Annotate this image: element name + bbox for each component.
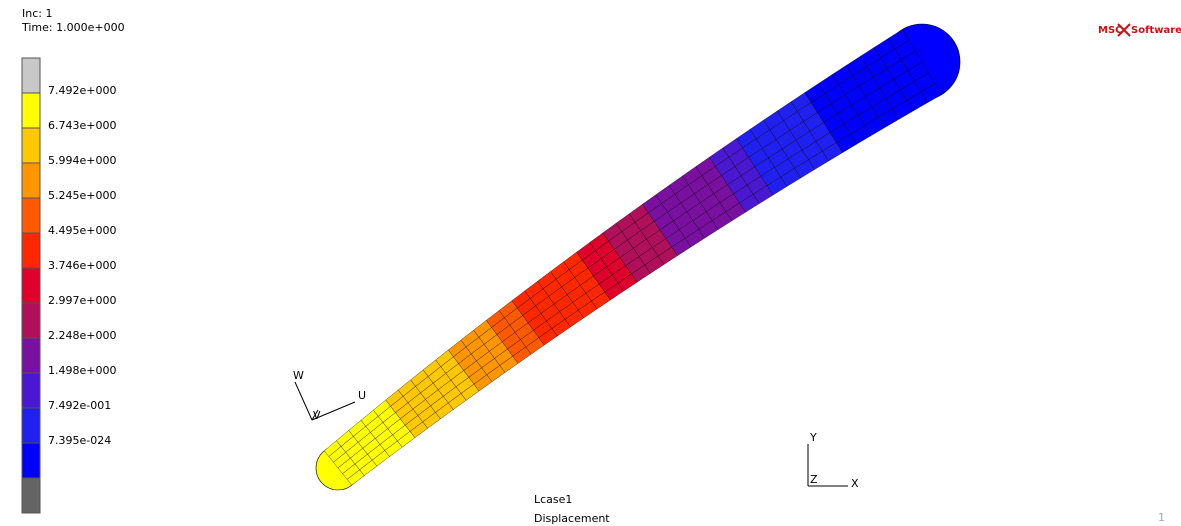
legend-swatch	[22, 198, 40, 233]
legend-swatch	[22, 373, 40, 408]
quantity: Displacement	[534, 512, 610, 525]
legend-label: 4.495e+000	[48, 224, 116, 237]
legend-label: 1.498e+000	[48, 364, 116, 377]
window-number: 1	[1158, 511, 1165, 524]
legend-swatch	[22, 268, 40, 303]
legend-label: 7.492e-001	[48, 399, 111, 412]
legend-swatch	[22, 163, 40, 198]
legend-swatch	[22, 408, 40, 443]
legend-label: 7.492e+000	[48, 84, 116, 97]
legend-swatch	[22, 128, 40, 163]
legend-label: 6.743e+000	[48, 119, 116, 132]
legend-swatch	[22, 233, 40, 268]
triad-w: W	[293, 369, 304, 382]
legend-swatch	[22, 58, 40, 93]
viewport: Inc: 1 Time: 1.000e+000 MSC Software 7.4…	[0, 0, 1181, 526]
legend-swatch	[22, 303, 40, 338]
legend-swatch	[22, 338, 40, 373]
triad-v: V	[313, 409, 321, 422]
legend-swatch	[22, 443, 40, 478]
triad-x: X	[851, 477, 859, 490]
legend-label: 2.248e+000	[48, 329, 116, 342]
triad-z: Z	[810, 473, 818, 486]
load-case: Lcase1	[534, 493, 572, 506]
legend-swatch	[22, 93, 40, 128]
legend-label: 2.997e+000	[48, 294, 116, 307]
legend-swatch	[22, 478, 40, 513]
increment-label: Inc: 1	[22, 7, 52, 20]
time-label: Time: 1.000e+000	[21, 21, 125, 34]
legend-label: 5.994e+000	[48, 154, 116, 167]
logo-software: Software	[1131, 25, 1181, 36]
legend-label: 5.245e+000	[48, 189, 116, 202]
legend-label: 7.395e-024	[48, 434, 111, 447]
legend-label: 3.746e+000	[48, 259, 116, 272]
triad-y: Y	[809, 431, 817, 444]
triad-u: U	[358, 389, 366, 402]
